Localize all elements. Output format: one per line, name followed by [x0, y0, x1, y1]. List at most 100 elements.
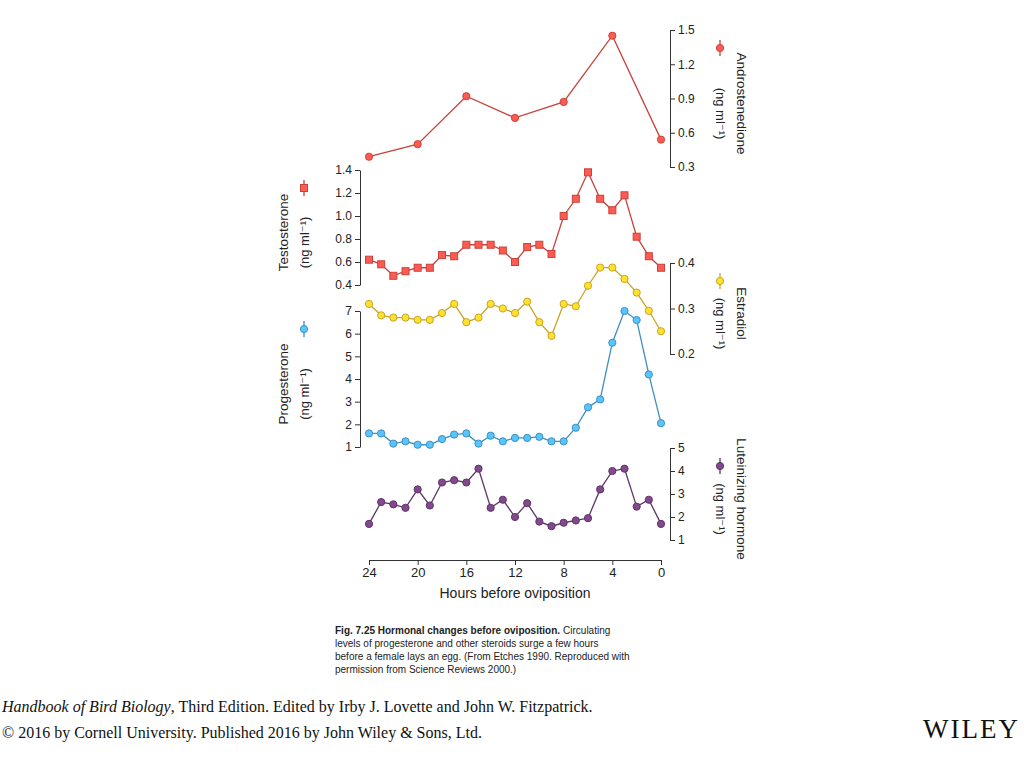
data-point: [426, 441, 433, 448]
y-tick-label: 1.2: [678, 58, 695, 72]
data-point: [475, 314, 482, 321]
y-tick-label: 1.2: [335, 186, 352, 200]
y-tick: 6: [345, 327, 360, 341]
data-point: [657, 420, 664, 427]
data-point: [365, 153, 372, 160]
data-point: [390, 314, 397, 321]
y-tick: 1.2: [670, 58, 695, 72]
y-tick: 0.3: [670, 160, 695, 174]
caption-title: Fig. 7.25 Hormonal changes before ovipos…: [335, 625, 560, 636]
chart-svg: 0.30.60.91.21.5Androstenedione(ng ml⁻¹)0…: [0, 0, 1024, 760]
data-point: [621, 192, 628, 199]
data-point: [609, 467, 616, 474]
data-point: [584, 404, 591, 411]
data-point: [390, 272, 397, 279]
y-tick-label: 5: [345, 350, 352, 364]
plot-area: [365, 307, 664, 448]
data-point: [439, 252, 446, 259]
data-point: [524, 500, 531, 507]
data-point: [402, 314, 409, 321]
data-point: [426, 316, 433, 323]
y-tick-mark: [355, 262, 360, 263]
x-tick: 12: [508, 560, 522, 580]
legend-icon: [716, 40, 723, 56]
data-point: [536, 319, 543, 326]
data-point: [475, 465, 482, 472]
data-point: [378, 430, 385, 437]
data-point: [658, 264, 665, 271]
plot-area: [365, 465, 664, 530]
data-point: [609, 207, 616, 214]
data-point: [609, 32, 616, 39]
data-point: [414, 141, 421, 148]
data-point: [511, 434, 518, 441]
caption: Fig. 7.25 Hormonal changes before ovipos…: [335, 625, 630, 675]
data-point: [511, 309, 518, 316]
data-point: [390, 440, 397, 447]
y-tick: 0.4: [670, 256, 695, 270]
data-point: [402, 438, 409, 445]
data-point: [438, 309, 445, 316]
credit-line: © 2016 by Cornell University. Published …: [2, 724, 482, 742]
y-tick-label: 0.9: [678, 92, 695, 106]
data-point: [463, 93, 470, 100]
data-point: [560, 519, 567, 526]
y-tick: 0.8: [335, 232, 360, 246]
legend-icon: [716, 458, 723, 474]
y-tick-mark: [670, 540, 675, 541]
y-tick-mark: [670, 263, 675, 264]
axis-title: Luteinizing hormone(ng ml⁻¹): [713, 438, 749, 560]
data-point: [512, 259, 519, 266]
data-point: [414, 486, 421, 493]
data-point: [463, 241, 470, 248]
y-tick-label: 0.6: [335, 255, 352, 269]
y-tick-label: 1: [678, 533, 685, 547]
x-tick-label: 4: [609, 565, 616, 580]
y-tick: 0.6: [670, 126, 695, 140]
y-tick: 5: [670, 441, 685, 455]
y-tick: 3: [345, 395, 360, 409]
y-tick-mark: [355, 170, 360, 171]
data-point: [657, 520, 664, 527]
plot-area: [365, 32, 664, 160]
panel: 12345Luteinizing hormone(ng ml⁻¹)2420161…: [362, 438, 748, 601]
data-point: [499, 496, 506, 503]
series-line: [369, 311, 661, 445]
y-axis-line: [360, 171, 361, 286]
data-point: [572, 424, 579, 431]
y-tick-mark: [670, 167, 675, 168]
y-tick-mark: [670, 99, 675, 100]
y-tick: 5: [345, 350, 360, 364]
series-line: [369, 36, 661, 157]
axis-title: Androstenedione(ng ml⁻¹): [713, 40, 749, 155]
y-tick-mark: [670, 354, 675, 355]
y-tick-mark: [355, 285, 360, 286]
x-tick: 0: [658, 560, 665, 580]
data-point: [402, 268, 409, 275]
y-tick-label: 3: [345, 395, 352, 409]
legend-marker: [716, 277, 723, 284]
y-tick-mark: [670, 494, 675, 495]
data-point: [451, 431, 458, 438]
y-tick-label: 0.3: [678, 160, 695, 174]
y-tick-label: 1.4: [335, 163, 352, 177]
x-axis-title: Hours before oviposition: [440, 585, 591, 601]
y-tick-label: 4: [345, 372, 352, 386]
data-point: [426, 264, 433, 271]
data-point: [414, 316, 421, 323]
caption-text: Circulating: [563, 625, 610, 636]
y-tick-mark: [355, 379, 360, 380]
data-point: [633, 289, 640, 296]
caption-line: levels of progesterone and other steroid…: [335, 638, 599, 649]
y-tick: 4: [670, 464, 685, 478]
data-point: [560, 300, 567, 307]
y-tick-mark: [670, 133, 675, 134]
series-name: Estradiol: [734, 287, 749, 340]
y-tick: 2: [670, 510, 685, 524]
data-point: [597, 195, 604, 202]
axis-unit: (ng ml⁻¹): [713, 88, 728, 140]
x-tick: 8: [561, 560, 568, 580]
data-point: [621, 465, 628, 472]
y-tick-mark: [670, 309, 675, 310]
y-tick: 1: [670, 533, 685, 547]
